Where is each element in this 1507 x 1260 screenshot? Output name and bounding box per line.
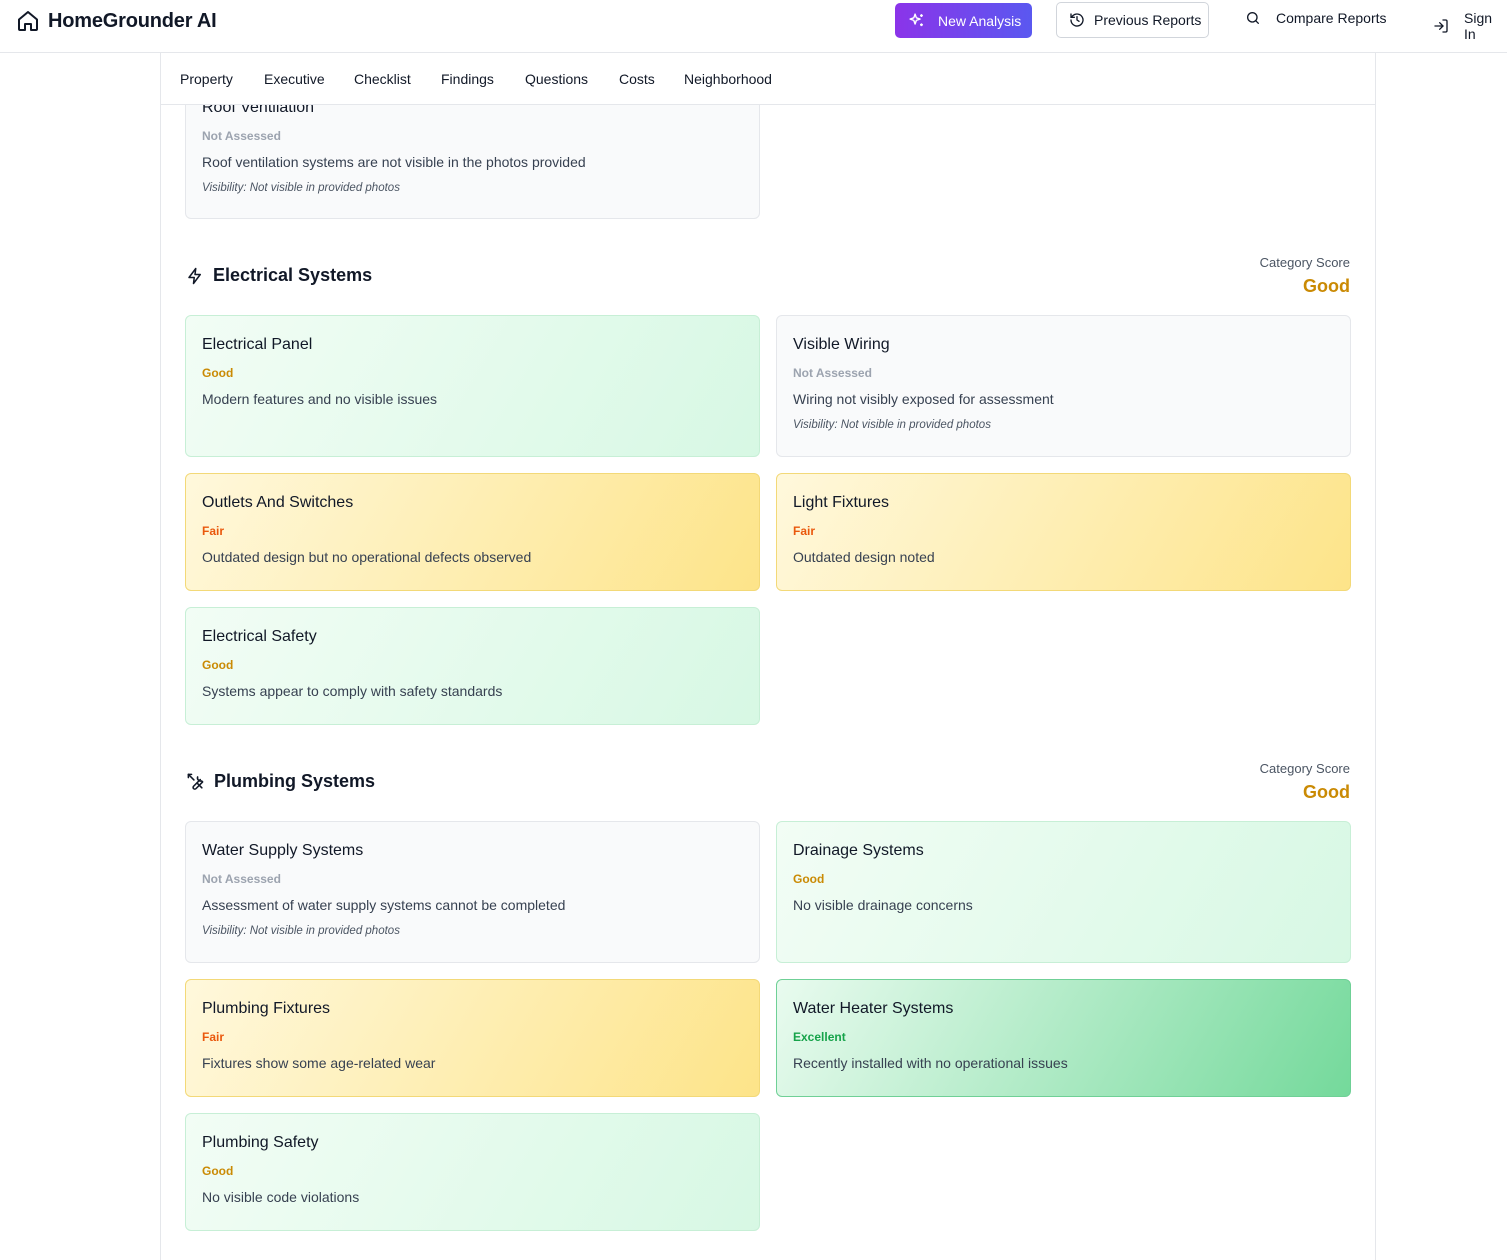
sign-in-label: Sign In xyxy=(1464,10,1493,42)
history-icon xyxy=(1069,12,1085,28)
item-description: Outdated design but no operational defec… xyxy=(202,549,532,565)
item-description: Roof ventilation systems are not visible… xyxy=(202,154,586,170)
tab-questions[interactable]: Questions xyxy=(525,71,589,87)
item-card-plumbing-safety: Plumbing Safety Good No visible code vio… xyxy=(185,1113,760,1231)
compare-reports-link[interactable]: Compare Reports xyxy=(1245,10,1387,26)
top-header: HomeGrounder AI New Analysis Previous Re… xyxy=(0,0,1507,53)
item-title: Water Supply Systems xyxy=(202,842,364,859)
item-rating: Good xyxy=(793,872,825,886)
new-analysis-button[interactable]: New Analysis xyxy=(895,3,1032,38)
search-icon xyxy=(1245,10,1261,26)
bolt-icon xyxy=(186,266,204,286)
item-rating: Good xyxy=(202,658,234,672)
brand[interactable]: HomeGrounder AI xyxy=(16,9,217,33)
item-description: Fixtures show some age-related wear xyxy=(202,1055,436,1071)
home-icon xyxy=(16,9,40,33)
item-title: Plumbing Fixtures xyxy=(202,1000,331,1017)
item-title: Plumbing Safety xyxy=(202,1134,319,1151)
item-rating: Excellent xyxy=(793,1030,846,1044)
item-visibility: Visibility: Not visible in provided phot… xyxy=(793,419,991,431)
item-rating: Fair xyxy=(202,1030,225,1044)
item-description: Modern features and no visible issues xyxy=(202,391,438,407)
new-analysis-label: New Analysis xyxy=(938,12,1022,29)
tab-findings[interactable]: Findings xyxy=(441,71,494,87)
item-card-plumbing-fixtures: Plumbing Fixtures Fair Fixtures show som… xyxy=(185,979,760,1097)
item-title: Electrical Panel xyxy=(202,336,313,353)
tab-checklist[interactable]: Checklist xyxy=(354,71,411,87)
item-card-water-supply-systems: Water Supply Systems Not Assessed Assess… xyxy=(185,821,760,963)
previous-reports-button[interactable]: Previous Reports xyxy=(1056,2,1209,38)
item-card-drainage-systems: Drainage Systems Good No visible drainag… xyxy=(776,821,1351,963)
item-description: No visible drainage concerns xyxy=(793,897,973,913)
tab-executive[interactable]: Executive xyxy=(264,71,325,87)
item-title: Visible Wiring xyxy=(793,336,890,353)
sign-in-icon xyxy=(1433,18,1449,34)
tab-neighborhood[interactable]: Neighborhood xyxy=(684,71,772,87)
electrical-section-header: Electrical Systems xyxy=(186,265,372,286)
item-description: Systems appear to comply with safety sta… xyxy=(202,683,503,699)
item-rating: Fair xyxy=(793,524,816,538)
item-rating: Not Assessed xyxy=(202,129,281,143)
item-card-light-fixtures: Light Fixtures Fair Outdated design note… xyxy=(776,473,1351,591)
item-visibility: Visibility: Not visible in provided phot… xyxy=(202,182,400,194)
compare-reports-label: Compare Reports xyxy=(1276,10,1387,26)
plumbing-score-label: Category Score xyxy=(1259,761,1350,776)
sparkles-icon xyxy=(908,12,925,29)
item-description: No visible code violations xyxy=(202,1189,360,1205)
plumbing-section-header: Plumbing Systems xyxy=(186,771,375,792)
item-description: Outdated design noted xyxy=(793,549,935,565)
item-card-outlets-and-switches: Outlets And Switches Fair Outdated desig… xyxy=(185,473,760,591)
item-title: Water Heater Systems xyxy=(793,1000,954,1017)
item-card-electrical-panel: Electrical Panel Good Modern features an… xyxy=(185,315,760,457)
item-rating: Not Assessed xyxy=(793,366,872,380)
item-card-electrical-safety: Electrical Safety Good Systems appear to… xyxy=(185,607,760,725)
item-description: Wiring not visibly exposed for assessmen… xyxy=(793,391,1054,407)
plumbing-section-title: Plumbing Systems xyxy=(214,771,376,791)
item-title: Light Fixtures xyxy=(793,494,890,511)
wrench-icon xyxy=(186,772,205,791)
item-rating: Not Assessed xyxy=(202,872,281,886)
item-rating: Good xyxy=(202,1164,234,1178)
sign-in-link[interactable]: Sign In xyxy=(1433,10,1507,42)
item-description: Assessment of water supply systems canno… xyxy=(202,897,566,913)
item-title: Outlets And Switches xyxy=(202,494,354,511)
previous-reports-label: Previous Reports xyxy=(1094,12,1202,28)
item-card-water-heater-systems: Water Heater Systems Excellent Recently … xyxy=(776,979,1351,1097)
tab-costs[interactable]: Costs xyxy=(619,71,655,87)
electrical-section-title: Electrical Systems xyxy=(213,265,373,285)
brand-title: HomeGrounder AI xyxy=(48,9,217,32)
report-tabs: Property Executive Checklist Findings Qu… xyxy=(160,53,1376,105)
electrical-score-value: Good xyxy=(1303,276,1350,296)
electrical-score-label: Category Score xyxy=(1259,255,1350,270)
item-rating: Fair xyxy=(202,524,225,538)
item-title: Electrical Safety xyxy=(202,628,317,645)
plumbing-score-value: Good xyxy=(1303,782,1350,802)
item-visibility: Visibility: Not visible in provided phot… xyxy=(202,925,400,937)
item-description: Recently installed with no operational i… xyxy=(793,1055,1068,1071)
item-rating: Good xyxy=(202,366,234,380)
item-card-visible-wiring: Visible Wiring Not Assessed Wiring not v… xyxy=(776,315,1351,457)
item-title: Drainage Systems xyxy=(793,842,924,859)
tab-property[interactable]: Property xyxy=(180,71,233,87)
